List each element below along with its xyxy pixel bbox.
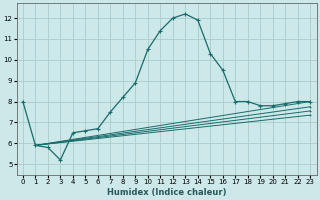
X-axis label: Humidex (Indice chaleur): Humidex (Indice chaleur) (107, 188, 226, 197)
